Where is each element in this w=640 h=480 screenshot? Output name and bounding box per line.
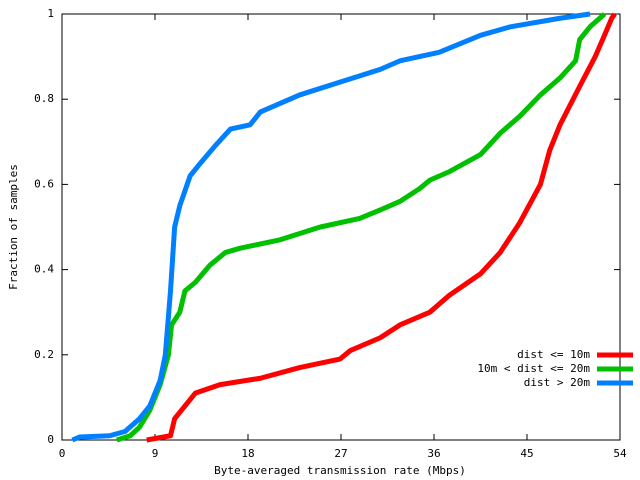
data-line <box>116 12 607 443</box>
x-tick-label: 9 <box>152 447 159 460</box>
y-tick-label: 0.6 <box>34 177 54 190</box>
y-axis-label: Fraction of samples <box>7 164 20 290</box>
x-tick-label: 36 <box>427 447 440 460</box>
x-tick-label: 0 <box>59 447 66 460</box>
data-line <box>146 12 617 443</box>
x-tick-label: 54 <box>613 447 627 460</box>
x-tick-label: 27 <box>334 447 347 460</box>
data-line <box>71 11 591 443</box>
x-tick-label: 45 <box>520 447 533 460</box>
y-tick-label: 0.2 <box>34 348 54 361</box>
y-tick-label: 0.8 <box>34 92 54 105</box>
y-tick-label: 1 <box>47 7 54 20</box>
y-tick-label: 0.4 <box>34 263 54 276</box>
x-axis-label: Byte-averaged transmission rate (Mbps) <box>214 464 466 477</box>
legend-label: 10m < dist <= 20m <box>477 362 590 375</box>
y-tick-label: 0 <box>47 433 54 446</box>
legend-label: dist <= 10m <box>517 348 590 361</box>
x-tick-label: 18 <box>241 447 254 460</box>
legend-label: dist > 20m <box>524 376 591 389</box>
